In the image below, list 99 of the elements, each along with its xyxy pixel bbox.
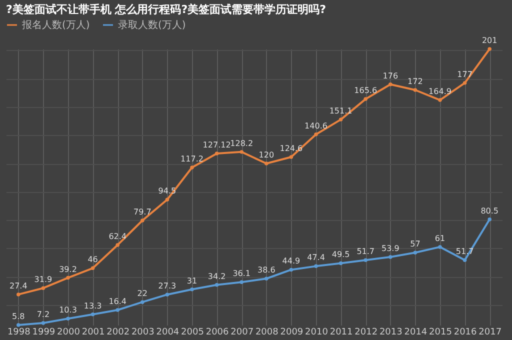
point bbox=[338, 261, 343, 266]
x-tick-label: 2002 bbox=[106, 328, 130, 338]
x-tick-label: 2006 bbox=[206, 328, 230, 338]
data-label: 34.2 bbox=[208, 272, 226, 281]
x-tick-label: 2010 bbox=[305, 328, 328, 338]
data-label: 46 bbox=[88, 255, 98, 264]
point bbox=[289, 155, 294, 159]
data-label: 127.12 bbox=[202, 140, 231, 150]
point bbox=[140, 218, 144, 222]
point bbox=[413, 88, 418, 92]
data-label: 47.4 bbox=[307, 253, 325, 262]
data-label: 38.6 bbox=[257, 266, 276, 275]
data-label: 16.4 bbox=[108, 297, 127, 306]
x-tick-label: 2003 bbox=[131, 328, 154, 338]
point bbox=[289, 268, 294, 272]
point bbox=[90, 312, 95, 316]
point bbox=[240, 150, 244, 154]
point bbox=[41, 286, 46, 290]
data-label: 53.9 bbox=[381, 244, 400, 253]
data-label: 128.2 bbox=[230, 138, 254, 148]
data-label: 151.1 bbox=[329, 106, 352, 116]
point bbox=[338, 118, 343, 122]
point bbox=[438, 245, 442, 249]
x-tick-label: 2000 bbox=[57, 328, 80, 338]
data-label: 10.3 bbox=[59, 306, 77, 315]
data-label: 80.5 bbox=[480, 206, 499, 216]
point bbox=[488, 47, 492, 51]
point bbox=[264, 162, 268, 166]
data-label: 165.6 bbox=[354, 86, 378, 96]
data-label: 120 bbox=[258, 150, 274, 160]
data-label: 57 bbox=[410, 240, 420, 249]
point bbox=[16, 323, 20, 327]
data-label: 27.4 bbox=[9, 281, 28, 290]
point bbox=[314, 132, 318, 136]
point bbox=[364, 97, 368, 101]
data-label: 164.9 bbox=[428, 87, 452, 96]
x-tick-label: 2017 bbox=[478, 328, 502, 338]
point bbox=[190, 166, 194, 170]
x-tick-label: 1998 bbox=[7, 328, 31, 338]
point bbox=[140, 300, 144, 304]
data-label: 176 bbox=[382, 71, 398, 80]
data-label: 39.2 bbox=[59, 264, 77, 274]
point bbox=[264, 276, 268, 280]
data-label: 31 bbox=[186, 276, 198, 286]
point bbox=[16, 292, 20, 296]
chart-title: ?美签面试不让带手机 怎么用行程码?美签面试需要带学历证明吗? bbox=[6, 3, 326, 16]
x-tick-label: 2001 bbox=[82, 328, 105, 338]
data-label: 22 bbox=[137, 289, 148, 298]
point bbox=[364, 258, 368, 262]
point bbox=[462, 258, 467, 262]
point bbox=[214, 282, 219, 287]
x-tick-label: 2008 bbox=[255, 328, 279, 338]
point bbox=[388, 82, 392, 86]
point bbox=[214, 152, 219, 156]
point bbox=[314, 264, 318, 268]
x-tick-label: 2015 bbox=[429, 328, 452, 338]
data-label: 7.2 bbox=[36, 310, 50, 320]
point bbox=[41, 321, 46, 325]
x-tick-label: 2016 bbox=[454, 328, 478, 338]
x-tick-label: 2013 bbox=[379, 328, 402, 338]
point bbox=[90, 266, 95, 270]
point bbox=[413, 250, 418, 254]
point bbox=[66, 276, 70, 280]
x-tick-label: 2011 bbox=[330, 328, 353, 338]
legend-label: 录取人数(万人) bbox=[118, 20, 186, 31]
point bbox=[165, 198, 170, 202]
x-tick-label: 1999 bbox=[32, 328, 56, 338]
point bbox=[116, 308, 120, 312]
point bbox=[66, 316, 70, 321]
data-label: 51.7 bbox=[356, 247, 375, 256]
data-label: 36.1 bbox=[232, 269, 251, 278]
point bbox=[462, 81, 467, 85]
point bbox=[190, 288, 194, 292]
point bbox=[165, 292, 170, 296]
data-label: 140.6 bbox=[304, 121, 328, 130]
data-label: 31.9 bbox=[34, 275, 52, 284]
data-label: 49.5 bbox=[332, 250, 350, 260]
data-label: 79.7 bbox=[133, 208, 152, 217]
x-tick-label: 2012 bbox=[354, 328, 378, 338]
data-label: 62.4 bbox=[108, 232, 127, 241]
x-tick-label: 2005 bbox=[181, 328, 204, 338]
point bbox=[388, 255, 392, 259]
point bbox=[240, 280, 244, 284]
legend-label: 报名人数(万人) bbox=[21, 19, 90, 31]
data-label: 27.3 bbox=[158, 282, 176, 291]
x-tick-label: 2009 bbox=[280, 328, 304, 338]
data-label: 117.2 bbox=[180, 154, 204, 164]
data-label: 61 bbox=[434, 234, 446, 243]
data-label: 201 bbox=[482, 36, 498, 45]
data-label: 172 bbox=[408, 77, 423, 86]
point bbox=[116, 243, 120, 247]
data-label: 5.8 bbox=[12, 312, 25, 321]
point bbox=[438, 98, 442, 102]
x-tick-label: 2014 bbox=[404, 328, 428, 338]
data-label: 44.9 bbox=[282, 256, 300, 266]
x-tick-label: 2004 bbox=[156, 328, 180, 338]
x-tick-label: 2007 bbox=[230, 328, 254, 338]
point bbox=[488, 218, 492, 222]
data-label: 13.3 bbox=[84, 301, 102, 310]
